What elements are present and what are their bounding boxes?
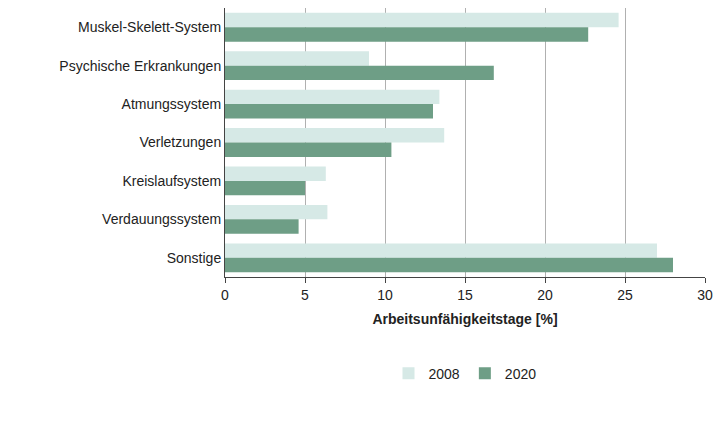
- svg-text:0: 0: [221, 287, 229, 303]
- svg-text:2008: 2008: [429, 366, 460, 382]
- svg-text:Psychische Erkrankungen: Psychische Erkrankungen: [59, 58, 221, 74]
- svg-text:Verletzungen: Verletzungen: [139, 134, 221, 150]
- svg-text:Arbeitsunfähigkeitstage [%]: Arbeitsunfähigkeitstage [%]: [372, 311, 557, 327]
- svg-text:15: 15: [457, 287, 473, 303]
- svg-text:Sonstige: Sonstige: [167, 250, 222, 266]
- svg-text:10: 10: [377, 287, 393, 303]
- svg-text:Muskel-Skelett-System: Muskel-Skelett-System: [78, 19, 221, 35]
- svg-text:5: 5: [301, 287, 309, 303]
- svg-text:Atmungssystem: Atmungssystem: [122, 96, 222, 112]
- svg-text:20: 20: [537, 287, 553, 303]
- svg-text:Kreislaufsystem: Kreislaufsystem: [122, 173, 221, 189]
- svg-text:2020: 2020: [505, 366, 536, 382]
- svg-text:25: 25: [617, 287, 633, 303]
- svg-text:Verdauungssystem: Verdauungssystem: [102, 211, 221, 227]
- svg-text:30: 30: [697, 287, 713, 303]
